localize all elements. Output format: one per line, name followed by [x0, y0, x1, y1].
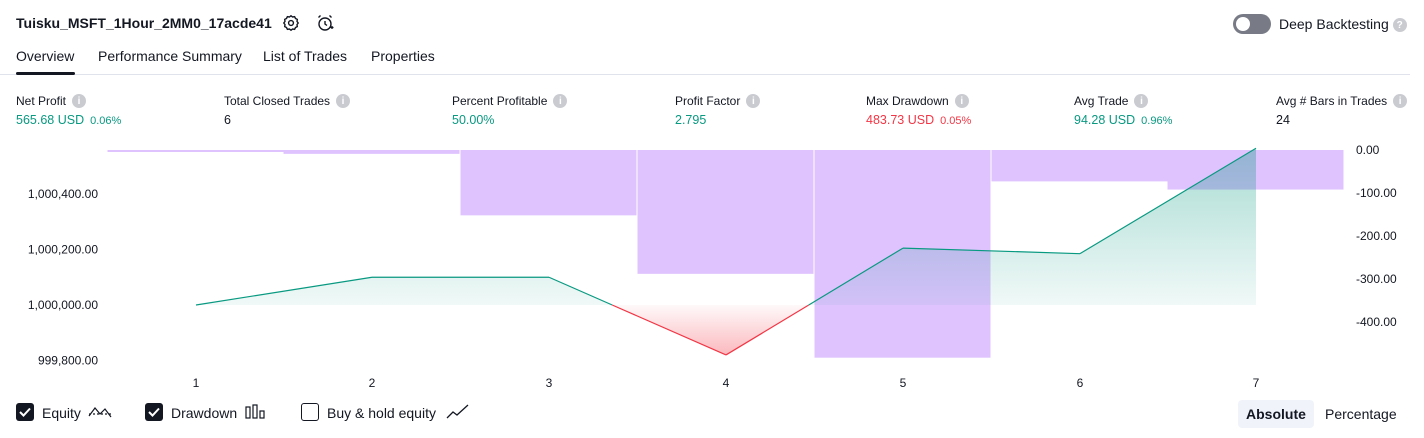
left-axis-tick-label: 1,000,000.00 — [28, 298, 98, 312]
avg-bars-in-trades-label: Avg # Bars in Trades i — [1276, 94, 1408, 108]
total-closed-trades-value: 6 — [224, 113, 231, 127]
right-axis-tick-label: -200.00 — [1356, 229, 1397, 243]
max-drawdown-value: 483.73 USD 0.05% — [866, 113, 971, 127]
total-closed-trades-label: Total Closed Trades i — [224, 94, 351, 108]
x-axis-tick-label: 7 — [1253, 376, 1260, 390]
buy-hold-checkbox[interactable] — [301, 403, 319, 421]
metric-label-text: Profit Factor — [675, 94, 741, 108]
right-axis-tick-label: -100.00 — [1356, 186, 1397, 200]
equity-checkbox[interactable] — [16, 403, 34, 421]
equity-area-positive — [196, 148, 1256, 305]
percentage-button[interactable]: Percentage — [1325, 406, 1397, 422]
tab-overview[interactable]: Overview — [16, 48, 75, 64]
tab-performance-summary[interactable]: Performance Summary — [98, 48, 242, 64]
x-axis-tick-label: 6 — [1077, 376, 1084, 390]
metric-value-text: 565.68 USD — [16, 113, 85, 127]
drawdown-bar-2 — [283, 150, 460, 154]
left-axis-tick-label: 1,000,200.00 — [28, 243, 98, 257]
tab-list-of-trades[interactable]: List of Trades — [263, 48, 348, 64]
metric-percent: 0.05% — [940, 115, 972, 127]
drawdown-label[interactable]: Drawdown — [171, 405, 238, 421]
check-icon — [19, 407, 31, 417]
metric-value-text: 2.795 — [675, 113, 707, 127]
equity-line-icon — [88, 404, 114, 425]
toggle-knob — [1236, 17, 1250, 31]
percent-profitable-value: 50.00% — [452, 113, 494, 127]
equity-drawdown-chart: 1,000,400.00 1,000,200.00 1,000,000.00 999,… — [28, 143, 1397, 390]
metric-value-text: 94.28 USD — [1074, 113, 1136, 127]
metric-label-text: Total Closed Trades — [224, 94, 331, 108]
tab-properties[interactable]: Properties — [371, 48, 435, 64]
profit-factor-value: 2.795 — [675, 113, 706, 127]
equity-line-segment — [195, 276, 373, 306]
tabs-divider — [0, 74, 1410, 75]
right-axis-tick-label: 0.00 — [1356, 143, 1380, 157]
info-icon[interactable]: i — [1134, 94, 1149, 108]
equity-line-segment — [902, 247, 1081, 255]
right-axis-tick-label: -400.00 — [1356, 315, 1397, 329]
absolute-button[interactable]: Absolute — [1238, 400, 1314, 428]
metric-value-text: 50.00% — [452, 113, 495, 127]
buy-hold-label[interactable]: Buy & hold equity — [327, 405, 436, 421]
metric-value-text: 483.73 USD — [866, 113, 935, 127]
add-alert-clock-icon[interactable] — [314, 12, 336, 34]
settings-gear-icon[interactable] — [280, 12, 302, 34]
equity-line-segment — [548, 276, 613, 306]
drawdown-bar-6 — [991, 150, 1168, 182]
info-icon[interactable]: i — [72, 94, 87, 108]
equity-area-negative — [612, 305, 809, 355]
net-profit-label: Net Profit i — [16, 94, 87, 108]
drawdown-bars-icon — [245, 404, 267, 425]
metric-label-text: Max Drawdown — [866, 94, 949, 108]
x-axis-tick-label: 5 — [900, 376, 907, 390]
x-axis-tick-label: 2 — [369, 376, 376, 390]
x-axis-tick-label: 3 — [546, 376, 553, 390]
left-axis-tick-label: 1,000,400.00 — [28, 187, 98, 201]
equity-line-segment — [1079, 147, 1257, 255]
info-icon[interactable]: i — [746, 94, 761, 108]
profit-factor-label: Profit Factor i — [675, 94, 761, 108]
max-drawdown-label: Max Drawdown i — [866, 94, 969, 108]
buy-hold-line-icon — [446, 404, 470, 425]
percent-profitable-label: Percent Profitable i — [452, 94, 568, 108]
deep-backtesting-toggle[interactable] — [1233, 14, 1271, 34]
equity-line-segment — [808, 247, 904, 306]
equity-line-segment — [725, 304, 810, 356]
info-icon[interactable]: i — [553, 94, 568, 108]
metric-percent: 0.06% — [90, 115, 122, 127]
drawdown-bar-4 — [637, 150, 814, 274]
metric-percent: 0.96% — [1141, 115, 1173, 127]
equity-label[interactable]: Equity — [42, 405, 81, 421]
avg-trade-label: Avg Trade i — [1074, 94, 1149, 108]
metric-label-text: Avg Trade — [1074, 94, 1129, 108]
metric-value-text: 6 — [224, 113, 231, 127]
metric-label-text: Avg # Bars in Trades — [1276, 94, 1388, 108]
strategy-title: Tuisku_MSFT_1Hour_2MM0_17acde41 — [16, 15, 272, 31]
avg-trade-value: 94.28 USD 0.96% — [1074, 113, 1172, 127]
x-axis-tick-label: 1 — [193, 376, 200, 390]
left-axis-tick-label: 999,800.00 — [38, 354, 98, 368]
drawdown-checkbox[interactable] — [145, 403, 163, 421]
metric-label-text: Net Profit — [16, 94, 67, 108]
avg-bars-in-trades-value: 24 — [1276, 113, 1290, 127]
metric-label-text: Percent Profitable — [452, 94, 548, 108]
drawdown-bar-1 — [107, 150, 284, 152]
deep-backtesting-label: Deep Backtesting ? — [1279, 16, 1407, 33]
metric-value-text: 24 — [1276, 113, 1290, 127]
right-axis-tick-label: -300.00 — [1356, 272, 1397, 286]
info-icon[interactable]: i — [1393, 94, 1408, 108]
net-profit-value: 565.68 USD 0.06% — [16, 113, 121, 127]
deep-backtesting-text: Deep Backtesting — [1279, 16, 1389, 32]
x-axis-tick-label: 4 — [723, 376, 730, 390]
info-icon[interactable]: i — [336, 94, 351, 108]
check-icon — [148, 407, 160, 417]
help-icon[interactable]: ? — [1392, 18, 1407, 33]
active-tab-indicator — [16, 72, 75, 75]
drawdown-bar-3 — [460, 150, 637, 216]
info-icon[interactable]: i — [954, 94, 969, 108]
equity-line-segment — [611, 304, 727, 356]
